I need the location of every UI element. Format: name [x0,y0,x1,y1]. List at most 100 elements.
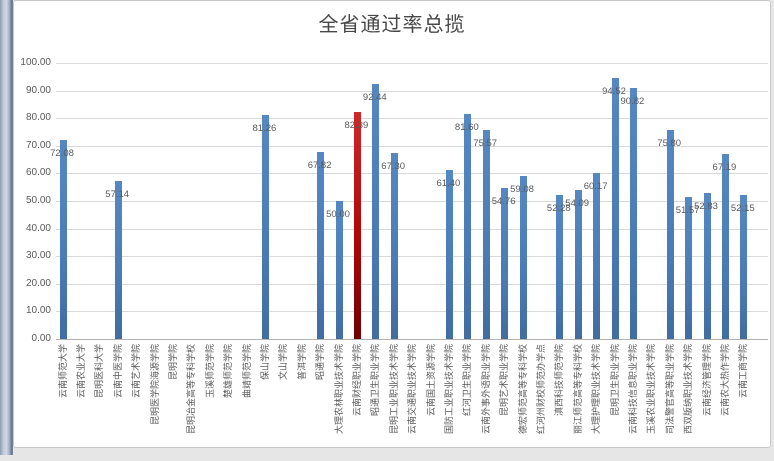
gridline [56,311,768,313]
bar-value-label: 52.28 [546,202,571,214]
x-axis-label: 昆明工业职业技术学院 [388,344,399,435]
gridline [56,118,768,120]
x-axis-label: 国防工业职业技术学院 [443,344,454,435]
x-axis-label: 云南工商学院 [738,344,749,399]
x-axis-label: 大理农林职业技术学院 [333,344,344,435]
y-axis-label: 30.00 [25,250,51,262]
bar-highlighted[interactable] [353,111,361,339]
x-axis-label: 玉溪师范学院 [204,344,215,399]
x-axis-label: 红河州财校师范办学点 [535,344,546,435]
x-axis-label: 西双版纳职业技术学院 [683,344,694,435]
x-axis-label: 昆明医学院海源学院 [149,344,160,426]
bar-value-label: 51.57 [675,204,700,216]
bar[interactable] [574,189,582,339]
gridline [56,173,768,175]
bar-value-label: 81.26 [252,122,277,134]
y-axis-label: 60.00 [25,167,51,179]
x-axis-label: 云南财经职业学院 [351,344,362,417]
bar-value-label: 67.30 [381,161,406,173]
bar[interactable] [501,187,509,339]
bar-value-label: 92.44 [362,91,387,103]
x-axis-label: 云南国土资源学院 [425,344,436,417]
bar[interactable] [685,196,693,339]
x-axis-label: 保山学院 [259,344,270,381]
x-axis-label: 德宏师范高等专科学校 [517,344,528,435]
bar[interactable] [445,169,453,339]
gridline [56,283,768,285]
x-axis-label: 昭通学院 [315,344,326,381]
bar[interactable] [519,175,527,339]
y-axis-label: 90.00 [25,84,51,96]
y-axis-label: 10.00 [25,305,51,317]
bar-value-label: 90.82 [620,96,645,108]
bar-value-label: 72.08 [50,148,74,160]
bar[interactable] [721,153,729,339]
bar[interactable] [114,181,122,339]
bar-value-label: 67.19 [712,161,737,173]
bar[interactable] [390,153,398,339]
bar[interactable] [59,140,67,339]
x-axis-label: 丽江师范高等专科学校 [572,344,583,435]
bar[interactable] [740,195,748,339]
y-axis-label: 70.00 [25,139,51,151]
x-axis-label: 大理护理职业技术学院 [591,344,602,435]
x-axis-label: 云南师范大学 [57,344,68,399]
bar[interactable] [629,88,637,339]
x-axis-label: 红河卫生职业学院 [462,344,473,417]
bar-value-label: 82.39 [344,119,369,131]
x-axis-label: 昆明艺术职业学院 [499,344,510,417]
bar[interactable] [464,113,472,339]
gridline [56,63,768,64]
bar[interactable] [482,130,490,339]
x-axis-label: 云南外事外语职业学院 [480,344,491,435]
x-axis-label: 云南科技信息职业学院 [627,344,638,435]
x-axis-label: 昆明学院 [167,344,178,381]
bar-value-label: 52.83 [694,201,718,213]
x-axis-label: 云南农大热作学院 [719,344,730,417]
bar[interactable] [611,78,619,339]
x-axis-line [56,339,768,340]
bar-value-label: 67.82 [307,159,332,171]
bar-value-label: 50.00 [326,209,350,220]
bar-value-label: 60.17 [583,180,608,192]
y-axis-label: 40.00 [25,222,51,234]
bar[interactable] [703,193,711,339]
plot-area: 0.00 10.00 20.00 30.00 40.00 50.00 60.00 70.00 8… [14,1,770,447]
bar-value-label: 54.76 [491,195,516,207]
bar-value-label: 75.57 [473,138,498,150]
y-axis-label: 20.00 [25,277,51,289]
bar-value-label: 54.09 [565,197,590,209]
y-axis-label: 80.00 [25,112,51,124]
y-axis-label: 100.00 [20,57,51,68]
bar[interactable] [556,194,564,339]
x-axis-label: 昆明卫生职业学院 [609,344,620,417]
window-edge-strip [0,0,13,455]
bar[interactable] [372,83,380,339]
chart-title: 全省通过率总揽 [318,14,466,36]
y-axis-label: 50.00 [25,195,51,206]
bar[interactable] [317,151,325,339]
bar[interactable] [335,201,343,339]
x-axis-label: 曲靖师范学院 [241,344,252,399]
bar[interactable] [666,129,674,339]
x-axis-label: 司法警官高等职业学院 [664,344,675,435]
gridline [56,256,768,258]
bar-value-label: 75.80 [657,137,682,149]
bar[interactable] [261,114,269,339]
gridline [56,145,768,147]
bar-value-label: 61.40 [436,177,461,189]
x-axis-label: 楚雄师范学院 [223,344,234,399]
x-axis-label: 昭通卫生职业学院 [370,344,381,417]
bar[interactable] [593,172,601,339]
bar-value-label: 57.14 [105,189,130,201]
x-axis-label: 云南艺术学院 [131,344,142,399]
gridline [56,201,768,202]
x-axis-label: 云南交通职业技术学院 [407,344,418,435]
gridline [56,228,768,230]
x-axis-label: 昆明医科大学 [94,344,105,399]
gridline [56,90,768,92]
x-axis-label: 昆明冶金高等专科学校 [186,344,197,435]
bar-value-label: 59.08 [510,183,534,195]
chart-panel[interactable]: 全省通过率总揽 0.00 10.00 20.00 30.00 40.00 50.00 60.… [13,0,771,448]
